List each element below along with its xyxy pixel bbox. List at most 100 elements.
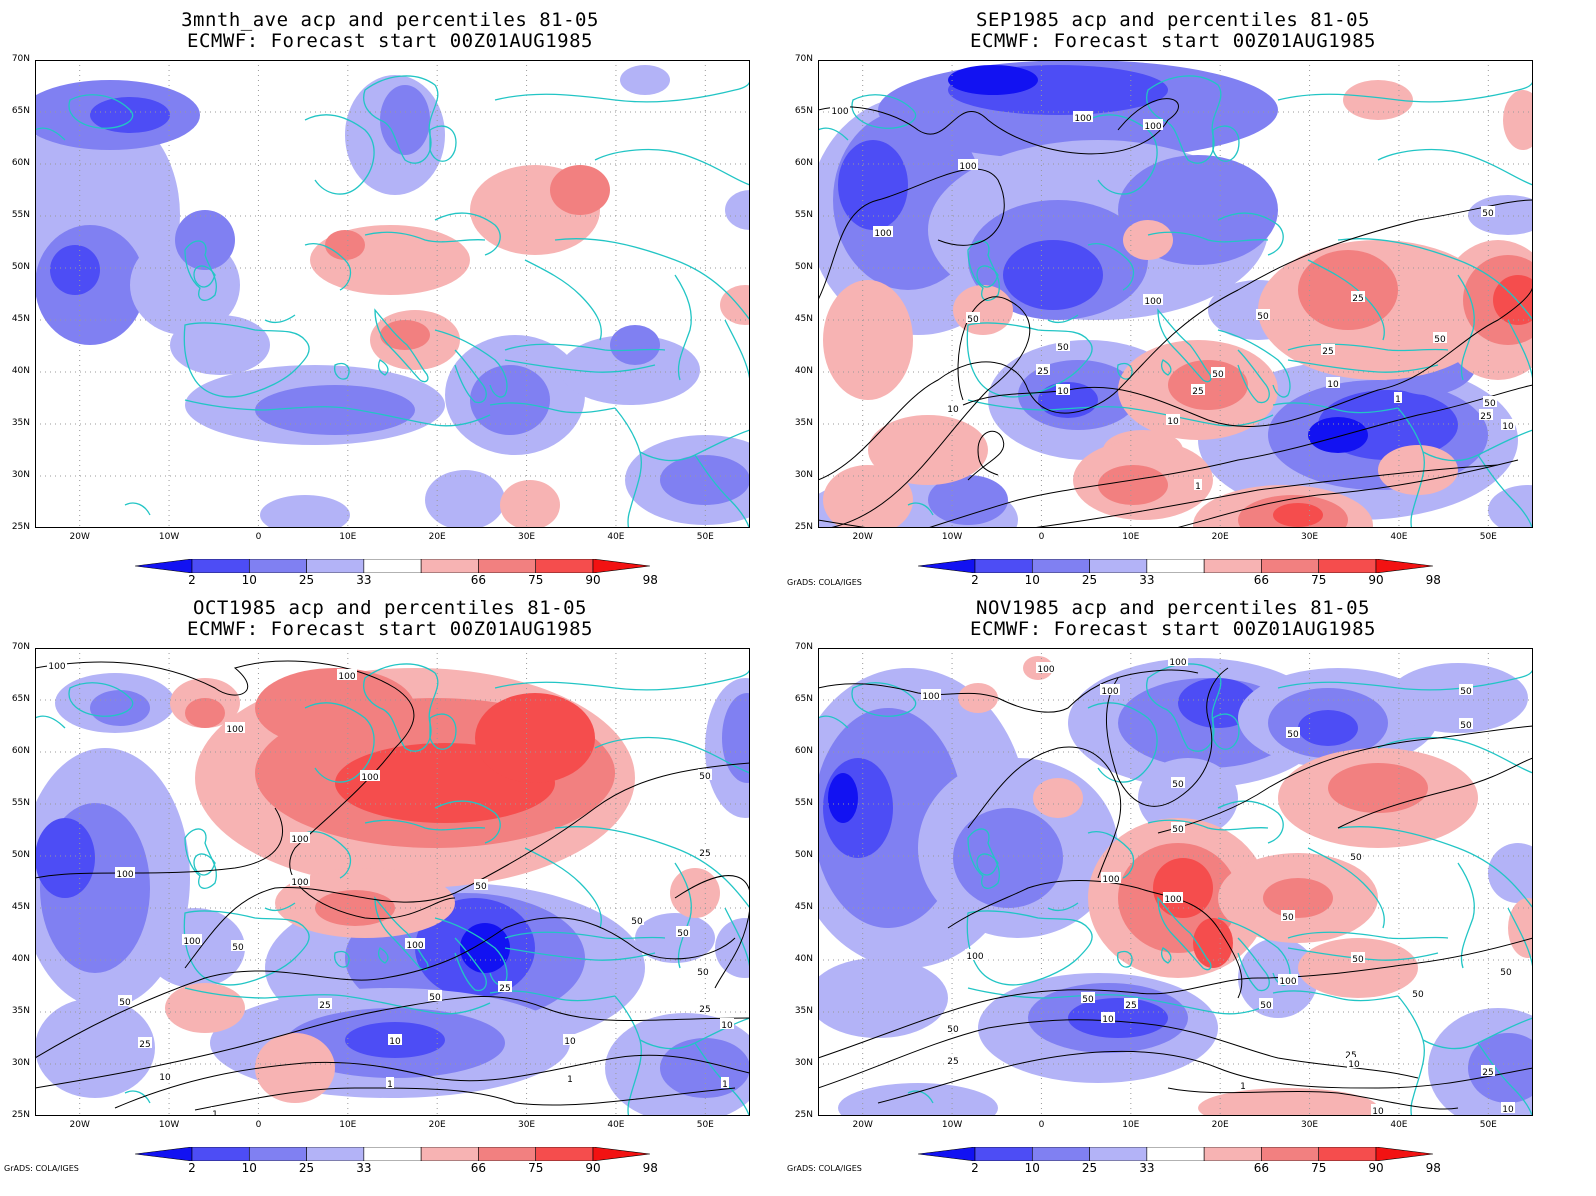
contour-label-bg: [1100, 684, 1120, 695]
contour-label: 10: [947, 405, 959, 415]
contour-label: 50: [1212, 370, 1224, 380]
contour-label-bg: [1351, 952, 1365, 963]
coastline: [334, 950, 350, 968]
percentile-region: [1388, 663, 1528, 733]
coastline: [304, 243, 352, 291]
lon-tick-label: 20W: [852, 532, 873, 542]
percentile-region: [475, 693, 595, 783]
coastline: [504, 931, 666, 940]
coastline: [1277, 667, 1533, 691]
contour-label-bg: [1344, 1048, 1358, 1059]
map-area: [35, 60, 750, 528]
contour-label: 50: [1460, 721, 1472, 731]
contour-label: 1: [387, 1080, 393, 1090]
contour-label-bg: [1143, 294, 1163, 305]
precip-contour: [826, 296, 1031, 528]
contour-label-bg: [696, 965, 710, 976]
contour-label-bg: [1394, 392, 1402, 403]
lon-tick-label: 20E: [1211, 532, 1229, 542]
grads-credit: GrADS: COLA/IGES: [787, 1164, 862, 1173]
percentile-region: [928, 475, 1008, 525]
contour-label-bg: [115, 867, 135, 878]
percentile-region: [1193, 918, 1233, 968]
coastline: [724, 907, 750, 969]
percentile-region: [1273, 503, 1323, 527]
coastline: [694, 454, 750, 528]
colorbar-cell: [1146, 1146, 1205, 1162]
contour-label: 1: [1395, 395, 1401, 405]
colorbar-label: 2: [188, 573, 196, 587]
colorbar-label: 75: [1311, 573, 1327, 587]
percentile-region: [720, 285, 750, 325]
colorbar-cell: [248, 558, 307, 574]
contour-label-bg: [1481, 206, 1495, 217]
lat-tick-label: 60N: [11, 158, 30, 168]
contour-label-bg: [921, 689, 941, 700]
percentile-region: [1468, 1033, 1533, 1103]
coastline: [614, 995, 642, 1116]
colorbar-label: 66: [470, 1161, 487, 1175]
contour-label-bg: [966, 312, 980, 323]
contour-label-bg: [1194, 479, 1202, 490]
contour-label: 50: [1352, 955, 1364, 965]
contour-label: 10: [1348, 1060, 1360, 1070]
contour-label: 50: [697, 968, 709, 978]
contour-label-bg: [1286, 727, 1300, 738]
colorbar-cell: [974, 1146, 1033, 1162]
colorbar-cell: [248, 1146, 307, 1162]
percentile-region: [1503, 90, 1533, 150]
contour-label: 25: [1322, 347, 1333, 357]
colorbar-cell: [535, 558, 594, 574]
colorbar: [134, 1146, 651, 1162]
contour-label-bg: [1483, 396, 1497, 407]
colorbar-label: 98: [1425, 1161, 1441, 1175]
contour-label: 10: [1167, 417, 1179, 427]
lat-tick-label: 70N: [794, 54, 813, 64]
grads-credit: GrADS: COLA/IGES: [4, 1164, 79, 1173]
colorbar-label: 33: [1139, 1161, 1155, 1175]
contour-label: 50: [677, 929, 689, 939]
contour-label-bg: [1501, 419, 1515, 430]
contour-label-bg: [1056, 384, 1070, 395]
precip-contour: [35, 996, 750, 1089]
contour-label: 100: [1074, 114, 1091, 124]
map-svg: 100 100 100 100 100 100 50 50 25 25 50 50 25 10 50 25 10…: [818, 60, 1533, 528]
colorbar-label: 33: [1139, 573, 1155, 587]
colorbar: [917, 1146, 1434, 1162]
contour-label-bg: [1259, 998, 1273, 1009]
contour-label: 1: [212, 1110, 218, 1116]
precip-contour: [1167, 1087, 1459, 1110]
lat-tick-label: 65N: [11, 106, 30, 116]
contour-label: 10: [1372, 1107, 1384, 1116]
coastline: [264, 902, 296, 912]
lon-tick-label: 50E: [1479, 1120, 1497, 1130]
colorbar-label: 66: [1253, 1161, 1270, 1175]
contour-label-bg: [630, 914, 644, 925]
contour-label-bg: [1171, 777, 1185, 788]
contour-label: 100: [48, 662, 65, 672]
colorbar-label: 98: [1425, 573, 1441, 587]
colorbar-arrow-left: [917, 558, 976, 574]
lon-tick-label: 30E: [517, 1120, 536, 1130]
contour-label-bg: [1166, 414, 1180, 425]
lat-tick-label: 60N: [794, 158, 813, 168]
precip-contour: [289, 747, 456, 920]
coastline: [1087, 831, 1135, 879]
percentile-region: [1003, 240, 1103, 310]
coastline: [1161, 947, 1172, 964]
contour-label: 100: [291, 878, 308, 888]
percentile-region: [255, 668, 415, 748]
contour-label-bg: [386, 1077, 394, 1088]
contour-label: 50: [1350, 853, 1362, 863]
contour-label-bg: [946, 402, 960, 413]
contour-label-bg: [1433, 332, 1447, 343]
coastline: [1287, 359, 1439, 373]
lat-tick-label: 30N: [11, 1058, 30, 1068]
precip-contour: [818, 98, 1179, 155]
coastline: [967, 987, 1274, 1015]
lon-tick-label: 30E: [517, 532, 536, 542]
coastline: [1457, 274, 1475, 381]
contour-label: 100: [1279, 977, 1296, 987]
coastline: [1212, 125, 1240, 162]
contour-label: 25: [139, 1040, 150, 1050]
